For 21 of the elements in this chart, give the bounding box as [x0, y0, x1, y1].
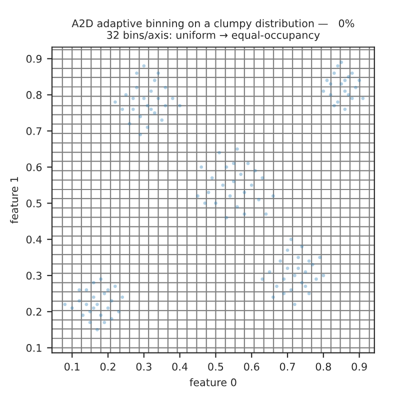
y-tick-label: 0.5	[26, 199, 42, 208]
x-tick-label: 0.2	[100, 362, 116, 371]
x-tick-label: 0.7	[280, 362, 295, 371]
y-tick-label: 0.2	[26, 308, 42, 316]
y-tick-label: 0.7	[26, 127, 42, 136]
y-axis-title: feature 1	[10, 177, 18, 224]
y-tick-label: 0.8	[26, 91, 42, 99]
x-tick-label: 0.5	[208, 362, 224, 371]
x-tick-label: 0.9	[352, 362, 367, 371]
x-tick-label: 0.8	[316, 362, 331, 371]
x-axis-title: feature 0	[190, 378, 236, 386]
y-tick-label: 0.6	[26, 163, 42, 172]
y-tick-label: 0.9	[26, 54, 42, 63]
y-tick-label: 0.4	[26, 236, 42, 244]
x-tick-label: 0.4	[172, 362, 188, 371]
x-tick-label: 0.3	[136, 362, 152, 371]
y-tick-label: 0.1	[26, 344, 42, 352]
x-tick-label: 0.6	[244, 362, 260, 371]
x-tick-label: 0.1	[64, 362, 80, 371]
y-tick-label: 0.3	[26, 272, 42, 280]
chart-title: A2D adaptive binning on a clumpy distribution — 0% 32 bins/axis: uniform → equal-occupancy	[72, 19, 354, 41]
